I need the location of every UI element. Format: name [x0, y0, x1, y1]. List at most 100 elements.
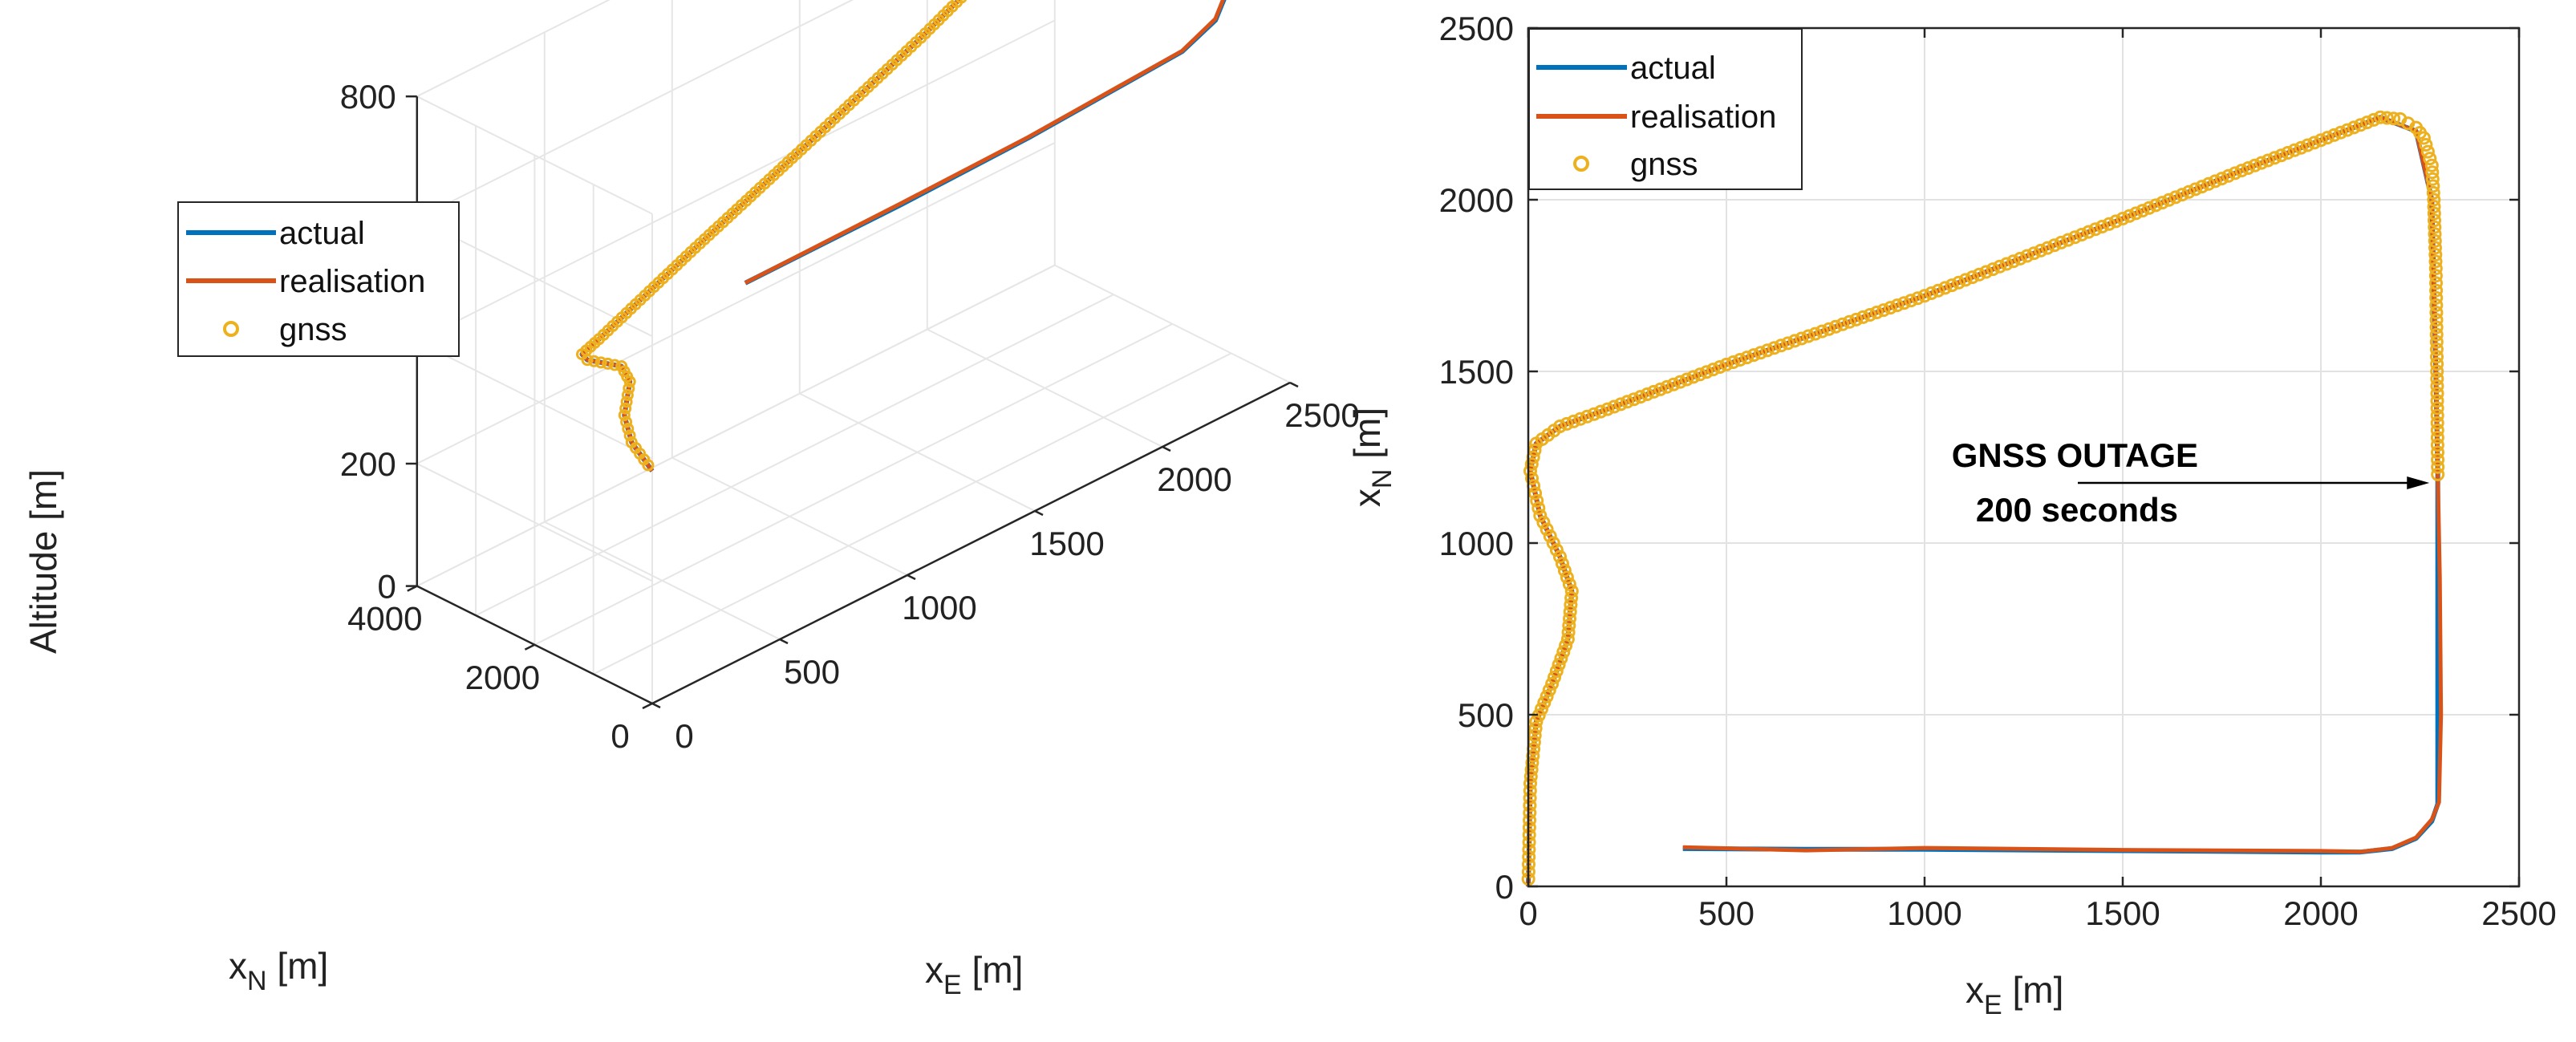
tick-label-z-3d: 800 — [340, 78, 396, 116]
gnss-marker-2d — [2426, 185, 2440, 200]
gnss-marker-2d — [1760, 343, 1775, 358]
gnss-marker-3d — [619, 402, 632, 415]
tick-mark-x-3d — [779, 638, 789, 645]
axes-box-2d — [1527, 26, 2521, 888]
gnss-marker-2d — [2142, 201, 2156, 215]
gnss-marker-2d — [1986, 262, 2000, 277]
gnss-marker-2d — [1706, 363, 1720, 377]
gnss-marker-2d — [2067, 230, 2082, 245]
gnss-marker-2d — [2013, 251, 2027, 266]
gnss-marker-2d — [1523, 813, 1537, 827]
gnss-marker-2d — [2208, 174, 2222, 189]
series-line-realisation-3d — [580, 0, 1226, 472]
legend-label-actual-2d: actual — [1630, 51, 1716, 86]
gnss-marker-2d — [2431, 460, 2445, 474]
gnss-marker-2d — [1540, 522, 1554, 537]
gnss-marker-2d — [1911, 291, 1925, 306]
gnss-marker-2d — [2026, 246, 2041, 261]
gnss-marker-2d — [1613, 397, 1628, 412]
gnss-marker-2d — [2428, 241, 2442, 255]
gnss-marker-2d — [2429, 290, 2444, 305]
gnss-marker-2d — [2215, 172, 2229, 186]
gnss-marker-2d — [2427, 193, 2441, 207]
gnss-marker-2d — [2428, 269, 2443, 283]
gnss-marker-2d — [1540, 689, 1554, 703]
gnss-marker-2d — [1781, 336, 1795, 351]
gnss-marker-2d — [1562, 577, 1576, 591]
gnss-marker-2d — [2428, 227, 2442, 241]
gnss-marker-2d — [1564, 591, 1579, 605]
gnss-marker-2d — [1560, 632, 1575, 647]
gnss-marker-2d — [2379, 111, 2394, 125]
legend-3d: actual realisation gnss — [177, 201, 460, 357]
tick-label-y-3d: 4000 — [347, 600, 422, 638]
gnss-marker-2d — [2430, 350, 2444, 364]
gnss-marker-2d — [1646, 384, 1661, 399]
gnss-marker-2d — [1549, 664, 1564, 679]
gnss-marker-2d — [1660, 379, 1674, 394]
annotation-line-2: 200 seconds — [1976, 491, 2178, 529]
gnss-marker-2d — [2424, 158, 2439, 172]
gnss-marker-2d — [1523, 791, 1537, 805]
legend-swatch-gnss-3d — [223, 321, 239, 337]
gnss-marker-2d — [1567, 414, 1580, 428]
gnss-marker-2d — [1627, 392, 1641, 407]
gnss-marker-2d — [1767, 341, 1782, 355]
gridline-floor-y-3d — [593, 352, 1232, 675]
gnss-marker-2d — [1525, 471, 1539, 485]
gnss-marker-2d — [1699, 365, 1714, 379]
gnss-marker-2d — [2175, 188, 2189, 202]
gnss-marker-2d — [2430, 379, 2444, 393]
gnss-marker-2d — [2430, 364, 2444, 379]
gnss-marker-2d — [2429, 320, 2444, 334]
gnss-marker-2d — [2430, 394, 2444, 408]
tick-label-z-3d: 0 — [377, 568, 396, 606]
gnss-marker-2d — [1562, 618, 1576, 633]
gnss-marker-2d — [2006, 254, 2021, 269]
gnss-marker-2d — [1554, 651, 1568, 666]
gnss-marker-2d — [2228, 166, 2242, 180]
gnss-marker-2d — [2428, 233, 2442, 248]
gnss-marker-2d — [2360, 116, 2375, 130]
gnss-marker-2d — [2320, 131, 2335, 145]
gnss-marker-2d — [1754, 346, 1768, 360]
gnss-marker-2d — [2267, 151, 2282, 165]
gnss-marker-2d — [1822, 322, 1836, 336]
tick-mark-x-3d — [907, 574, 916, 581]
gnss-marker-2d — [1587, 407, 1601, 421]
gnss-marker-2d — [2430, 371, 2444, 386]
gnss-marker-2d — [2430, 423, 2444, 437]
gnss-marker-2d — [1564, 584, 1579, 598]
gnss-marker-2d — [1849, 312, 1864, 326]
tick-mark-x-3d — [1034, 509, 1044, 517]
gnss-marker-2d — [2429, 283, 2444, 298]
gnss-marker-2d — [2195, 180, 2209, 194]
gnss-marker-2d — [2430, 431, 2444, 444]
gnss-marker-3d — [618, 409, 631, 422]
gnss-marker-2d — [2430, 357, 2444, 371]
gnss-marker-2d — [1686, 370, 1701, 384]
gnss-marker-2d — [2261, 153, 2275, 168]
gnss-marker-2d — [1925, 286, 1938, 300]
gnss-marker-2d — [1564, 598, 1578, 612]
gnss-marker-2d — [1533, 509, 1548, 523]
gnss-marker-2d — [1856, 310, 1870, 324]
gnss-marker-2d — [1563, 605, 1577, 619]
gnss-marker-2d — [1546, 536, 1560, 550]
gnss-marker-2d — [2034, 243, 2048, 257]
gnss-marker-2d — [1560, 416, 1574, 431]
gnss-marker-2d — [2425, 172, 2440, 186]
gnss-marker-2d — [2420, 144, 2435, 159]
gnss-marker-2d — [2102, 217, 2116, 231]
legend-label-gnss-2d: gnss — [1630, 147, 1698, 182]
gnss-marker-2d — [2431, 452, 2445, 467]
gnss-marker-2d — [2419, 138, 2433, 152]
gnss-marker-2d — [1580, 409, 1594, 424]
gnss-marker-2d — [1666, 377, 1681, 391]
gnss-marker-2d — [2393, 111, 2408, 126]
gnss-marker-2d — [2189, 182, 2203, 197]
gnss-marker-2d — [2425, 165, 2440, 180]
tick-label-x-2d: 2500 — [2481, 894, 2556, 932]
gnss-marker-3d — [620, 416, 633, 428]
tick-label-y-2d: 1500 — [1439, 353, 1514, 391]
